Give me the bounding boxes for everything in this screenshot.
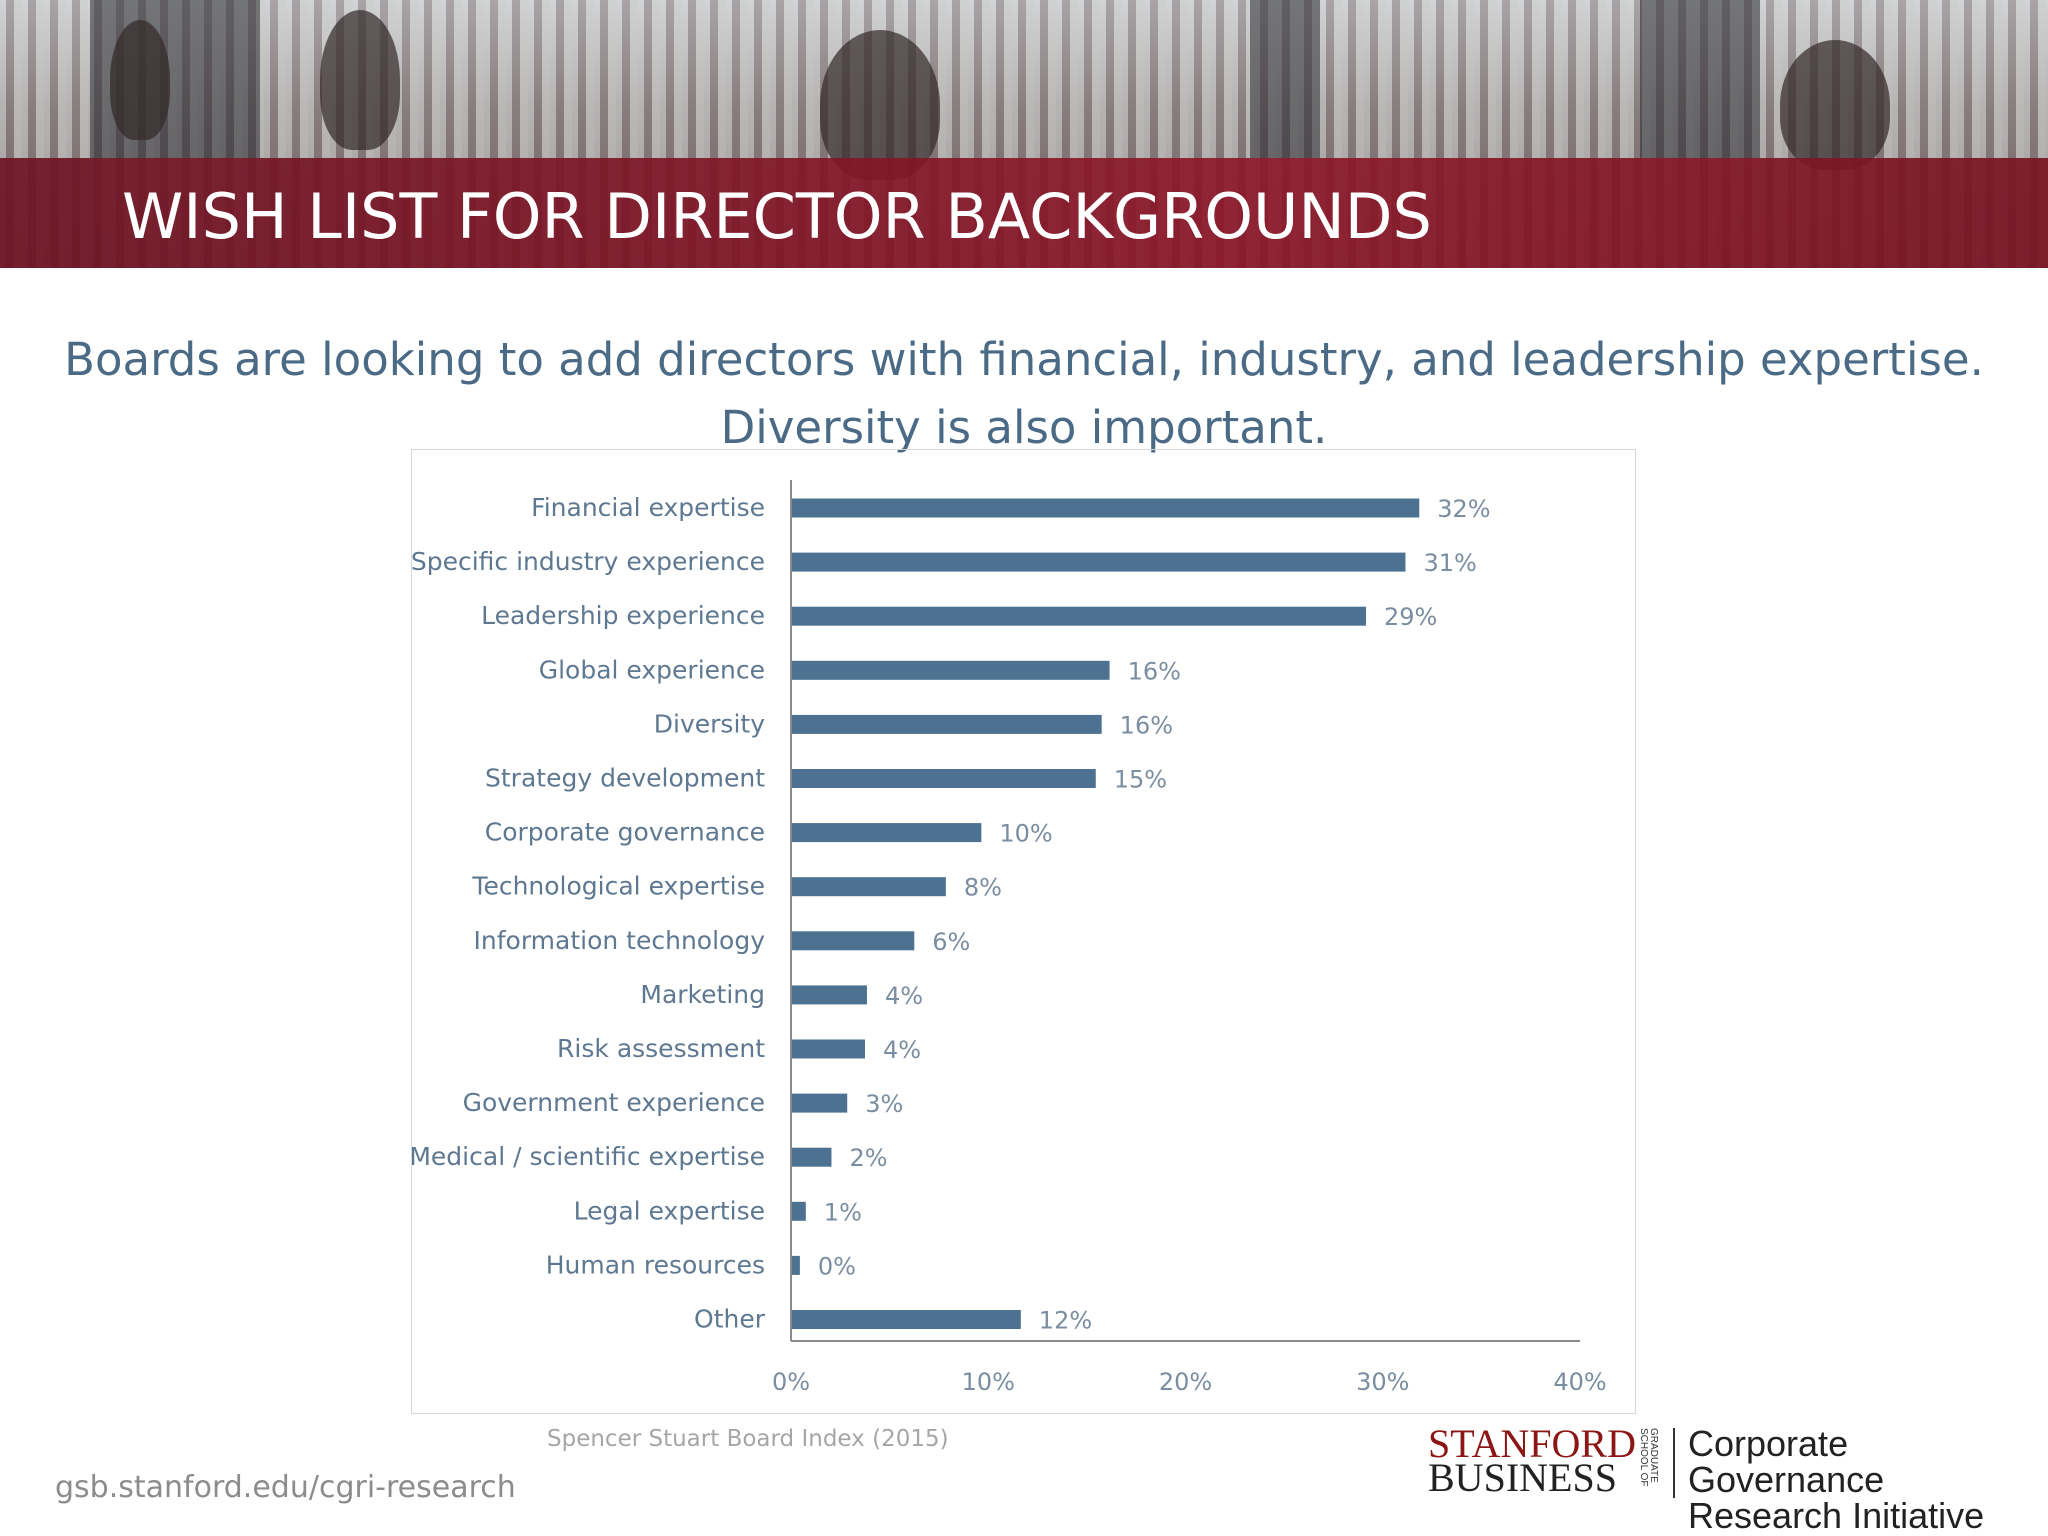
bar [792, 552, 1406, 572]
source-note: Spencer Stuart Board Index (2015) [547, 1426, 949, 1452]
bar [792, 931, 915, 951]
chart-frame: 0% 10% 20% 30% 40% Financial expertise Specifi… [411, 449, 1636, 1414]
subtitle: Boards are looking to add directors with… [0, 326, 2048, 462]
category-label: Legal expertise [574, 1196, 765, 1225]
data-label: 6% [932, 928, 970, 956]
footer-url[interactable]: gsb.stanford.edu/cgri-research [55, 1470, 516, 1505]
category-label: Diversity [654, 709, 765, 738]
x-tick-label: 10% [962, 1368, 1015, 1396]
photo-person [110, 20, 170, 140]
photo-window [1250, 0, 1320, 158]
x-tick-label: 20% [1159, 1368, 1212, 1396]
logo-cgri: Corporate Governance Research Initiative [1688, 1426, 2048, 1534]
subtitle-line-1: Boards are looking to add directors with… [64, 333, 1984, 386]
category-label: Financial expertise [531, 493, 765, 522]
data-label: 16% [1120, 711, 1173, 739]
bar [792, 1310, 1021, 1329]
photo-person [1780, 40, 1890, 170]
bar [792, 498, 1420, 518]
bar [792, 606, 1366, 626]
logo-stanford: STANFORD [1428, 1421, 1636, 1466]
logo-cgri-line-2: Research Initiative [1688, 1495, 1985, 1536]
data-label: 16% [1128, 657, 1181, 685]
bar [792, 1039, 865, 1059]
bar [792, 1147, 832, 1167]
bar-chart: 0% 10% 20% 30% 40% Financial expertise Specifi… [412, 480, 1607, 1396]
logo-business: BUSINESS [1428, 1455, 1617, 1500]
data-label: 4% [885, 982, 923, 1010]
x-tick-label: 0% [772, 1368, 810, 1396]
category-label: Strategy development [485, 764, 765, 793]
category-label: Information technology [474, 926, 766, 955]
bar [792, 877, 946, 897]
category-label: Leadership experience [481, 601, 765, 630]
data-label: 31% [1423, 549, 1476, 577]
logo-cgri-line-1: Corporate Governance [1688, 1423, 1885, 1500]
bar [792, 1201, 806, 1221]
data-label: 12% [1039, 1307, 1092, 1335]
bar [792, 714, 1102, 734]
subtitle-line-2: Diversity is also important. [720, 401, 1328, 454]
data-label: 15% [1114, 766, 1167, 794]
category-label: Technological expertise [471, 872, 765, 901]
data-label: 32% [1437, 495, 1490, 523]
category-label: Risk assessment [557, 1034, 765, 1063]
photo-person [320, 10, 400, 150]
bar [792, 823, 982, 843]
x-tick-label: 30% [1356, 1368, 1409, 1396]
category-label: Other [694, 1305, 766, 1334]
bar [792, 1093, 848, 1113]
data-label: 10% [999, 820, 1052, 848]
data-label: 29% [1384, 603, 1437, 631]
bar [792, 985, 867, 1005]
bar [792, 1255, 800, 1275]
category-label: Corporate governance [485, 818, 765, 847]
bar [792, 660, 1110, 680]
photo-person [820, 30, 940, 180]
category-label: Human resources [546, 1250, 765, 1279]
photo-window [1640, 0, 1760, 158]
data-label: 3% [865, 1090, 903, 1118]
data-label: 0% [818, 1252, 856, 1280]
category-label: Specific industry experience [412, 547, 765, 576]
x-tick-label: 40% [1553, 1368, 1606, 1396]
bar [792, 769, 1096, 788]
data-label: 4% [883, 1036, 921, 1064]
data-label: 8% [964, 874, 1002, 902]
title-band [0, 158, 2048, 268]
category-label: Global experience [539, 655, 765, 684]
category-label: Government experience [463, 1088, 765, 1117]
logo-gsb-text: GRADUATE SCHOOL OF [1638, 1428, 1659, 1487]
category-label: Marketing [640, 980, 765, 1009]
page-title: WISH LIST FOR DIRECTOR BACKGROUNDS [122, 180, 1432, 253]
category-label: Medical / scientific expertise [412, 1142, 765, 1171]
logo-divider [1673, 1428, 1675, 1498]
header-photo: WISH LIST FOR DIRECTOR BACKGROUNDS [0, 0, 2048, 268]
data-label: 1% [824, 1198, 862, 1226]
data-label: 2% [849, 1144, 887, 1172]
